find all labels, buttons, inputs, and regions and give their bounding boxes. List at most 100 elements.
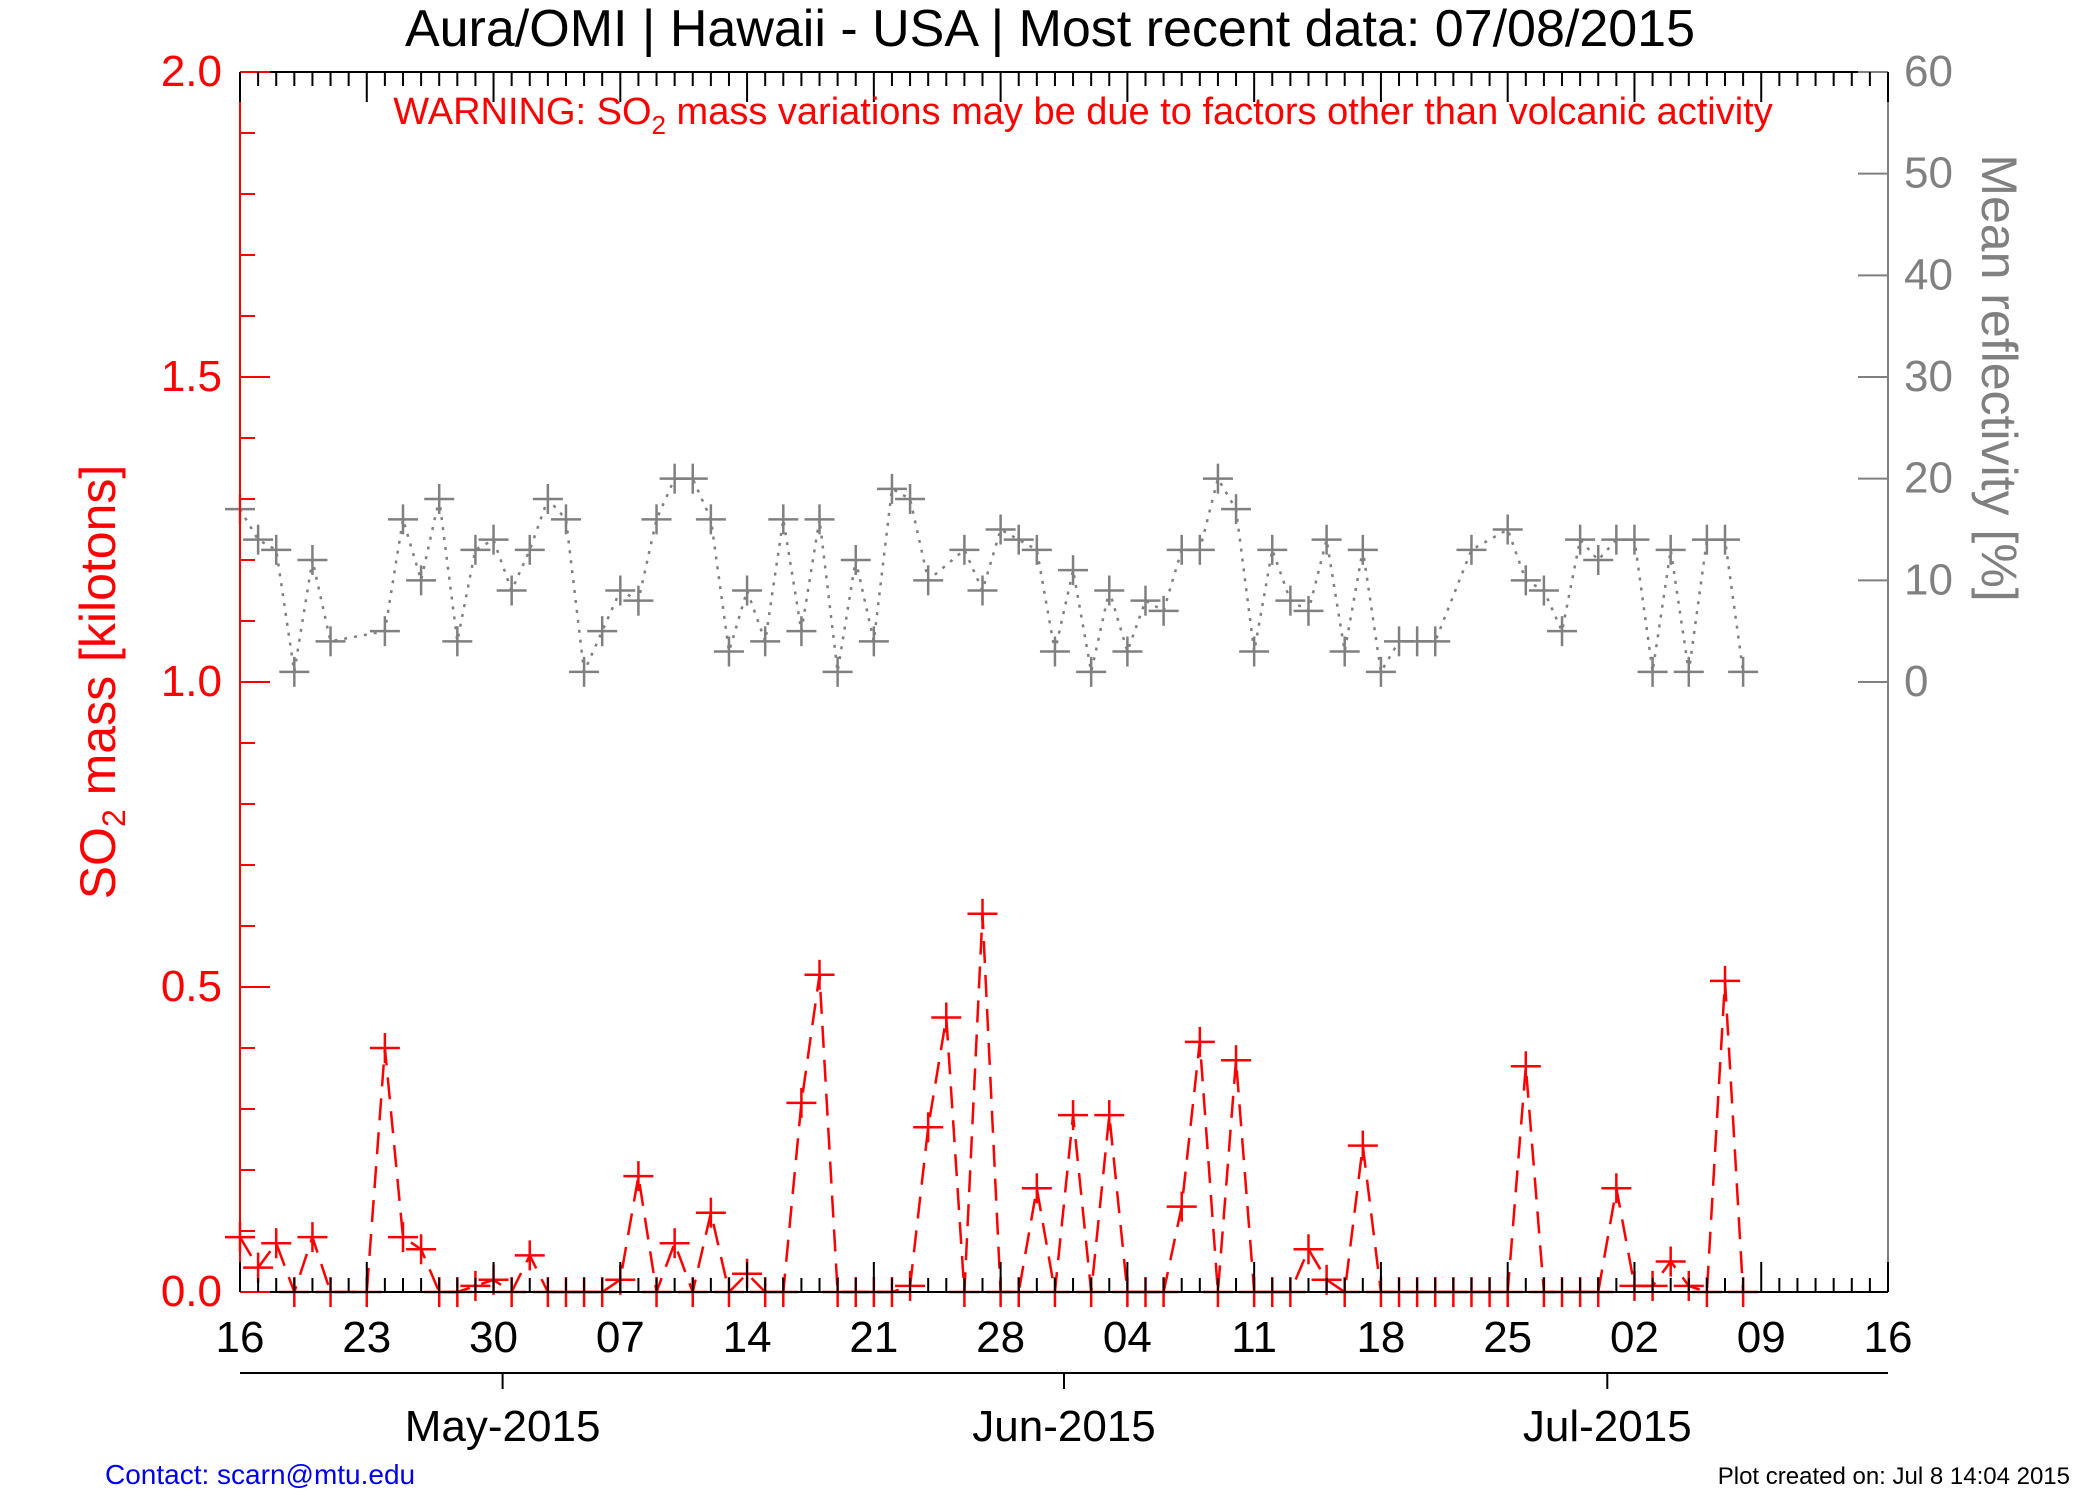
so2-mass-point (1166, 1191, 1197, 1222)
so2-mass-point (695, 1197, 726, 1228)
reflectivity-point (587, 616, 618, 647)
reflectivity-point (1492, 514, 1523, 545)
reflectivity-point (1148, 595, 1179, 626)
series-lines-layer (238, 475, 1745, 1297)
reflectivity-point (369, 616, 400, 647)
reflectivity-point (750, 626, 781, 657)
reflectivity-point (1583, 545, 1614, 575)
right-tick-label: 60 (1904, 47, 1953, 96)
so2-mass-point (623, 1161, 654, 1192)
reflectivity-point (1456, 534, 1487, 565)
left-tick-label: 0.5 (161, 962, 222, 1011)
right-tick-label: 20 (1904, 454, 1953, 503)
so2-mass-point (1184, 1026, 1215, 1057)
reflectivity-point (804, 504, 835, 535)
so2-mass-line (238, 913, 1745, 1297)
reflectivity-point (1094, 575, 1125, 606)
left-axis-label-suffix: mass [kilotons] (70, 465, 126, 810)
reflectivity-point (985, 514, 1016, 545)
reflectivity-point (1619, 524, 1650, 555)
reflectivity-point (605, 575, 636, 606)
reflectivity-point (876, 473, 907, 504)
reflectivity-point (1112, 636, 1143, 667)
reflectivity-point (1184, 534, 1215, 565)
reflectivity-point (1257, 534, 1288, 565)
reflectivity-point (514, 534, 545, 565)
x-tick-label: 25 (1483, 1313, 1532, 1362)
x-tick-label: 21 (849, 1313, 898, 1362)
reflectivity-point (677, 463, 708, 494)
series-markers-layer (225, 463, 1759, 1307)
reflectivity-point (1510, 565, 1541, 596)
so2-mass-point (913, 1112, 944, 1143)
footer-created: Plot created on: Jul 8 14:04 2015 (1718, 1463, 2070, 1490)
reflectivity-point (569, 656, 600, 687)
reflectivity-point (1637, 656, 1668, 687)
reflectivity-point (858, 626, 889, 657)
x-tick-label: 16 (1864, 1313, 1913, 1362)
so2-mass-point (1601, 1173, 1632, 1204)
left-axis-label-subscript: 2 (96, 809, 132, 827)
reflectivity-point (406, 565, 437, 596)
reflectivity-point (895, 484, 926, 514)
x-tick-label: 28 (976, 1313, 1025, 1362)
x-tick-label: 09 (1737, 1313, 1786, 1362)
reflectivity-point (1673, 656, 1704, 687)
x-tick-label: 18 (1356, 1313, 1405, 1362)
reflectivity-point (1311, 524, 1342, 555)
left-tick-label: 2.0 (161, 47, 222, 96)
reflectivity-point (822, 656, 853, 687)
reflectivity-point (623, 585, 654, 616)
axes-layer (239, 71, 1889, 1389)
so2-mass-point (967, 898, 998, 929)
reflectivity-point (478, 524, 509, 555)
x-tick-label: 02 (1610, 1313, 1659, 1362)
reflectivity-point (840, 545, 871, 575)
footer-contact: Contact: scarn@mtu.edu (105, 1459, 415, 1490)
reflectivity-point (424, 484, 455, 514)
reflectivity-point (1329, 636, 1360, 667)
right-tick-label: 50 (1904, 149, 1953, 198)
reflectivity-point (315, 626, 346, 657)
reflectivity-point (1547, 616, 1578, 647)
reflectivity-point (1076, 656, 1107, 687)
reflectivity-point (1365, 656, 1396, 687)
reflectivity-point (297, 545, 328, 575)
left-axis-label-prefix: SO (70, 827, 126, 899)
right-tick-label: 10 (1904, 555, 1953, 604)
reflectivity-point (1420, 626, 1451, 657)
left-tick-label: 0.0 (161, 1267, 222, 1316)
reflectivity-point (1021, 534, 1052, 565)
reflectivity-point (786, 616, 817, 647)
so2-mass-point (369, 1033, 400, 1063)
left-axis-label: SO2 mass [kilotons] (70, 465, 132, 900)
so2-mass-point (1710, 965, 1741, 996)
chart-title: Aura/OMI | Hawaii - USA | Most recent da… (405, 0, 1695, 58)
reflectivity-point (1728, 656, 1759, 687)
reflectivity-point (1221, 494, 1252, 525)
reflectivity-point (967, 575, 998, 606)
so2-mass-point (1293, 1234, 1324, 1265)
x-tick-label: 07 (596, 1313, 645, 1362)
x-tick-label: 23 (342, 1313, 391, 1362)
reflectivity-point (1710, 524, 1741, 555)
so2-mass-point (1347, 1130, 1378, 1161)
left-tick-label: 1.0 (161, 657, 222, 706)
reflectivity-point (768, 504, 799, 535)
reflectivity-point (496, 575, 527, 606)
reflectivity-point (1655, 534, 1686, 565)
x-tick-label: 14 (723, 1313, 772, 1362)
reflectivity-point (550, 504, 581, 535)
reflectivity-point (1039, 636, 1070, 667)
so2-mass-point (659, 1228, 690, 1259)
so2-mass-point (1021, 1173, 1052, 1204)
reflectivity-point (1058, 555, 1089, 586)
so2-mass-point (786, 1087, 817, 1118)
so2-mass-point (243, 1252, 274, 1283)
reflectivity-point (1239, 636, 1270, 667)
so2-mass-point (1221, 1045, 1252, 1076)
left-tick-label: 1.5 (161, 352, 222, 401)
so2-mass-point (261, 1228, 292, 1259)
